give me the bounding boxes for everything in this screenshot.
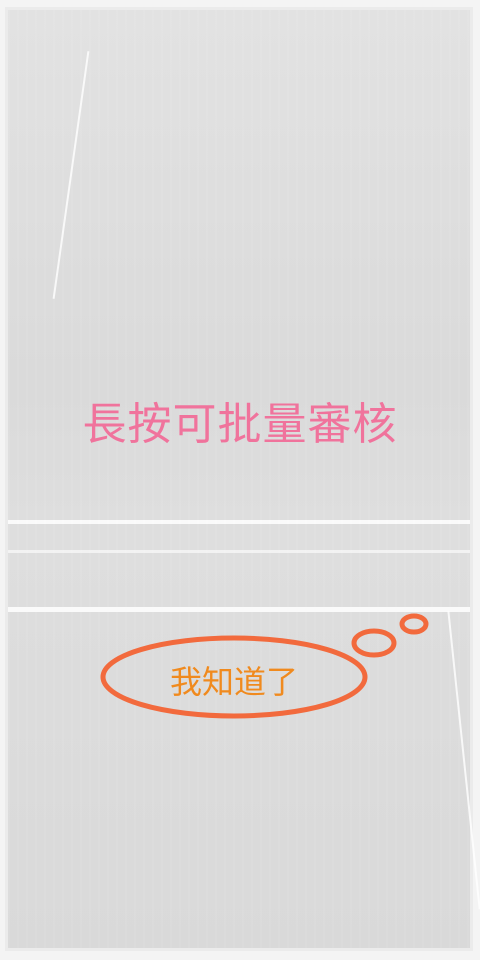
batch-review-hint-text: 長按可批量審核 [82, 399, 398, 450]
got-it-button[interactable]: 我知道了 [102, 644, 366, 716]
paper-streak [8, 520, 470, 524]
grunge-paper-background [8, 10, 480, 948]
paper-streak [8, 550, 470, 553]
paper-scratch [447, 610, 480, 910]
paper-scratch [52, 51, 90, 299]
got-it-button-label: 我知道了 [169, 663, 298, 701]
paper-streak [8, 607, 470, 612]
